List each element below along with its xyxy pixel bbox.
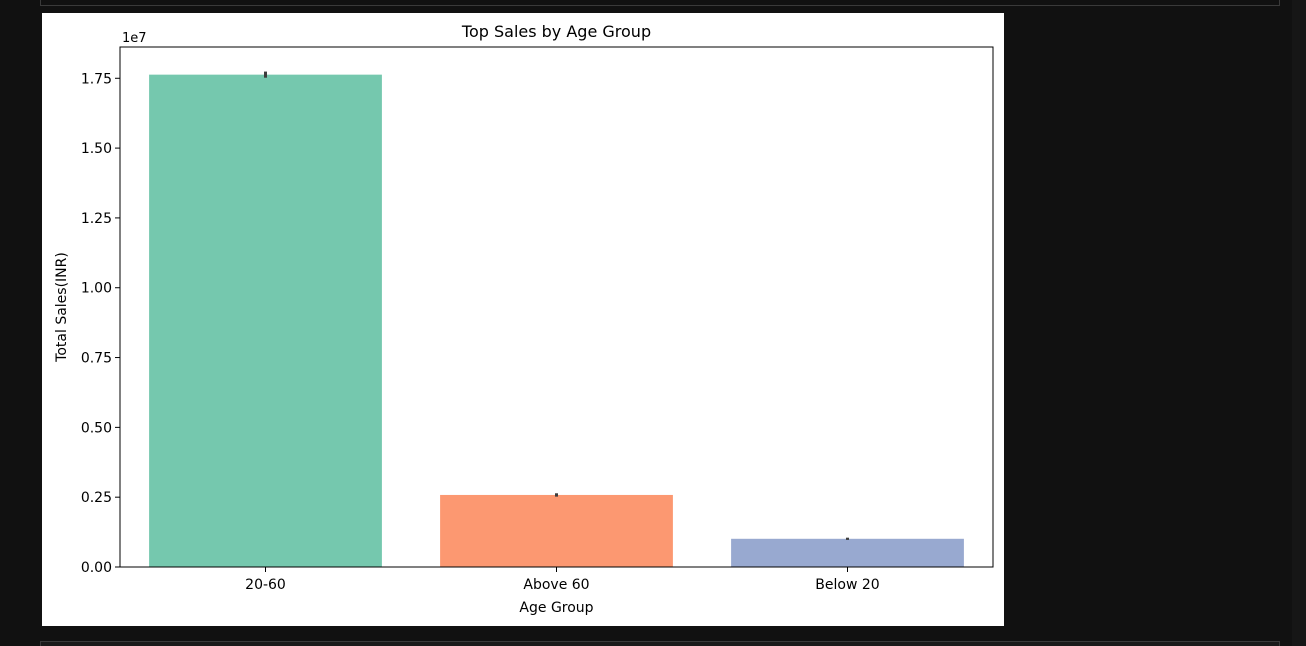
x-axis-label: Age Group [519,600,593,616]
y-tick-label: 1.75 [81,71,112,87]
y-tick-label: 1.25 [81,211,112,227]
y-tick-label: 0.25 [81,490,112,506]
bar-chart: 0.00 0.25 0.50 0.75 1.00 1.25 1.50 1.75 20-60 Ab… [54,22,994,616]
y-tick-label: 1.50 [81,141,112,157]
y-offset-label: 1e7 [122,31,147,46]
y-axis-ticks: 0.00 0.25 0.50 0.75 1.00 1.25 1.50 1.75 [81,71,120,576]
x-tick-label: Above 60 [523,577,589,593]
y-tick-label: 1.00 [81,281,112,297]
y-tick-label: 0.00 [81,560,112,576]
x-tick-label: Below 20 [815,577,879,593]
bar [149,74,382,567]
y-axis-label: Total Sales(INR) [54,252,70,363]
y-tick-label: 0.75 [81,351,112,367]
bars-layer [149,74,964,567]
x-tick-label: 20-60 [245,577,286,593]
next-cell-border [40,641,1280,646]
bar [440,494,673,567]
errorbars-layer [264,71,849,540]
x-axis-ticks: 20-60 Above 60 Below 20 [245,567,880,593]
chart-figure: 0.00 0.25 0.50 0.75 1.00 1.25 1.50 1.75 20-60 Ab… [42,13,1004,626]
previous-cell-border [40,0,1280,6]
scrollbar-track[interactable] [1292,0,1306,646]
bar [731,538,964,567]
y-tick-label: 0.50 [81,420,112,436]
chart-title: Top Sales by Age Group [461,22,651,41]
